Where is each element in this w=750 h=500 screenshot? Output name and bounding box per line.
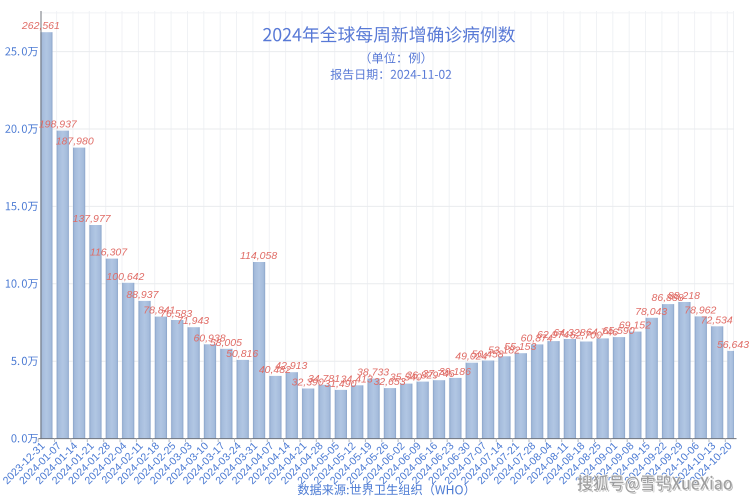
svg-text:35,540: 35,540 xyxy=(390,372,422,384)
svg-text:114,058: 114,058 xyxy=(240,250,277,262)
svg-text:187,980: 187,980 xyxy=(56,136,94,148)
svg-text:116,307: 116,307 xyxy=(90,247,128,259)
svg-text:60,938: 60,938 xyxy=(193,332,225,344)
svg-text:31,490: 31,490 xyxy=(324,378,356,390)
svg-text:64,746: 64,746 xyxy=(586,326,618,338)
svg-text:49,024: 49,024 xyxy=(455,351,487,363)
svg-text:62,700: 62,700 xyxy=(570,330,602,342)
svg-text:34,413: 34,413 xyxy=(341,373,373,385)
svg-text:34,781: 34,781 xyxy=(308,373,340,385)
svg-text:86,888: 86,888 xyxy=(652,292,684,304)
svg-text:137,977: 137,977 xyxy=(73,213,112,225)
svg-text:50,816: 50,816 xyxy=(226,348,258,360)
svg-text:100,642: 100,642 xyxy=(106,271,144,283)
svg-text:37,746: 37,746 xyxy=(422,368,454,380)
svg-text:36,829: 36,829 xyxy=(406,370,438,382)
svg-text:88,937: 88,937 xyxy=(126,289,159,301)
svg-text:72,534: 72,534 xyxy=(701,314,733,326)
svg-text:262,561: 262,561 xyxy=(21,20,60,32)
svg-text:53,182: 53,182 xyxy=(488,344,520,356)
svg-text:40,482: 40,482 xyxy=(259,364,291,376)
svg-text:55,153: 55,153 xyxy=(504,341,536,353)
svg-text:50,458: 50,458 xyxy=(472,349,504,361)
svg-text:88,218: 88,218 xyxy=(668,290,700,302)
svg-text:78,962: 78,962 xyxy=(684,304,716,316)
svg-text:71,943: 71,943 xyxy=(177,315,209,327)
svg-text:65,590: 65,590 xyxy=(602,325,634,337)
svg-text:69,152: 69,152 xyxy=(619,320,651,332)
svg-text:32,390: 32,390 xyxy=(292,377,324,389)
svg-text:60,874: 60,874 xyxy=(521,332,553,344)
svg-text:42,913: 42,913 xyxy=(275,360,307,372)
svg-text:62,974: 62,974 xyxy=(537,329,569,341)
svg-text:32,653: 32,653 xyxy=(373,376,405,388)
svg-text:78,043: 78,043 xyxy=(635,306,667,318)
svg-text:58,005: 58,005 xyxy=(210,337,242,349)
svg-text:56,643: 56,643 xyxy=(717,339,749,351)
svg-text:39,186: 39,186 xyxy=(439,366,471,378)
svg-text:64,328: 64,328 xyxy=(553,327,585,339)
svg-text:38,733: 38,733 xyxy=(357,367,389,379)
svg-text:78,841: 78,841 xyxy=(143,305,175,317)
svg-text:76,583: 76,583 xyxy=(160,308,192,320)
svg-text:198,937: 198,937 xyxy=(39,119,78,131)
